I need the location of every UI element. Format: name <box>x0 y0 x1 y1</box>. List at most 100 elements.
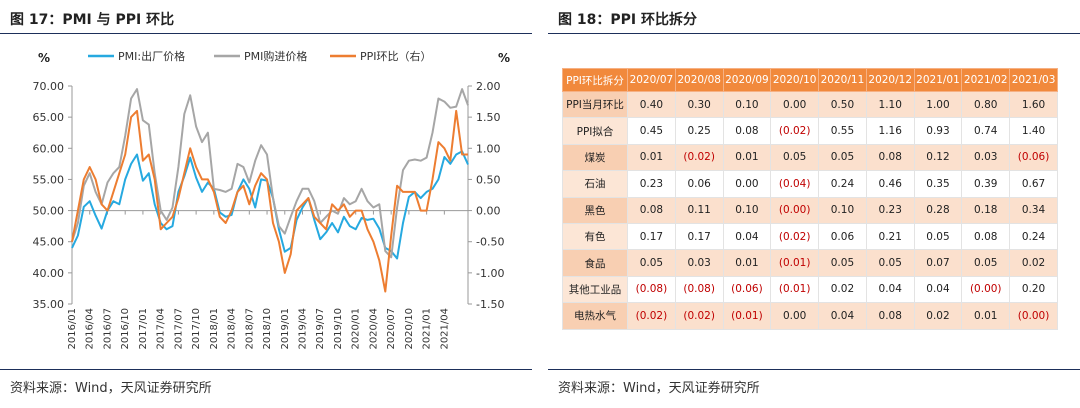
table-cell: 0.02 <box>1009 249 1058 277</box>
row-label: 石油 <box>562 170 628 198</box>
table-cell: 0.05 <box>627 249 676 277</box>
table-cell: 1.10 <box>865 90 915 119</box>
y-tick-label-right: 1.00 <box>476 142 501 155</box>
table-cell: 0.74 <box>961 117 1011 145</box>
table-cell: 1.40 <box>1009 117 1058 145</box>
y-tick-label-right: -1.00 <box>476 267 504 280</box>
x-tick-label: 2018/04 <box>227 308 238 350</box>
y-tick-label-right: -1.50 <box>476 298 504 311</box>
table-header-row: PPI环比拆分 2020/07 2020/08 2020/09 2020/10 2020/… <box>562 68 1058 92</box>
table-cell: (0.01) <box>770 249 820 277</box>
table-cell: (0.06) <box>1009 143 1058 172</box>
table-cell: 0.08 <box>865 302 915 330</box>
table-row: PPI当月环比 0.40 0.30 0.10 0.00 0.50 1.10 1.00 0.80 1… <box>562 90 1058 119</box>
table-cell: 0.05 <box>913 222 963 251</box>
x-tick-label: 2016/01 <box>67 308 78 350</box>
table-cell: 0.30 <box>674 90 724 119</box>
row-label: 煤炭 <box>562 143 628 172</box>
figure-18-title: 图 18：PPI 环比拆分 <box>558 12 697 28</box>
table-header-cell: 2020/11 <box>818 68 867 92</box>
table-row: 有色 0.17 0.17 0.04 (0.02) 0.06 0.21 0.05 0.08 0.24 <box>562 222 1058 251</box>
y-tick-label-right: 0.00 <box>476 205 501 218</box>
table-cell: 0.24 <box>1009 222 1058 251</box>
x-tick-label: 2019/07 <box>315 308 326 350</box>
table-cell: 0.01 <box>627 143 676 172</box>
table-cell: (0.02) <box>770 117 820 145</box>
x-tick-label: 2019/10 <box>333 308 344 350</box>
y-tick-label-left: 50.00 <box>33 205 65 218</box>
table-row: 食品 0.05 0.03 0.01 (0.01) 0.05 0.05 0.07 0.05 0.02 <box>562 249 1058 277</box>
x-tick-label: 2019/01 <box>280 308 291 350</box>
x-tick-label: 2018/10 <box>262 308 273 350</box>
x-tick-label: 2017/01 <box>138 308 149 350</box>
y-tick-label-right: 2.00 <box>476 80 501 93</box>
table-cell: 0.40 <box>627 90 676 119</box>
table-header-cell: 2020/07 <box>627 68 676 92</box>
table-cell: 0.55 <box>818 117 867 145</box>
table-header-cell: 2020/12 <box>865 68 915 92</box>
legend-label: PMI购进价格 <box>244 49 307 63</box>
table-cell: (0.00) <box>961 275 1011 304</box>
table-cell: 0.35 <box>913 170 963 198</box>
table-cell: (0.02) <box>674 302 724 330</box>
table-header-cell: 2021/03 <box>1009 68 1058 92</box>
row-label: PPI当月环比 <box>562 90 628 119</box>
table-cell: 0.24 <box>818 170 867 198</box>
table-cell: 0.28 <box>913 196 963 224</box>
table-cell: 0.67 <box>1009 170 1058 198</box>
y-tick-label-left: 70.00 <box>33 80 65 93</box>
table-cell: (0.02) <box>627 302 676 330</box>
table-row: 其他工业品 (0.08) (0.08) (0.06) (0.01) 0.02 0.04 0.0… <box>562 275 1058 304</box>
y-tick-label-right: 1.50 <box>476 111 501 124</box>
table-cell: 0.46 <box>865 170 915 198</box>
table-cell: (0.02) <box>674 143 724 172</box>
ppi-breakdown-table-wrap: PPI环比拆分 2020/07 2020/08 2020/09 2020/10 2020/… <box>562 68 1058 330</box>
table-cell: 0.05 <box>818 249 867 277</box>
row-label: 其他工业品 <box>562 275 628 304</box>
y-tick-label-right: 0.50 <box>476 173 501 186</box>
title-rule <box>548 33 1080 34</box>
series-line <box>71 88 469 259</box>
y-tick-label-left: 55.00 <box>33 173 65 186</box>
row-label: 有色 <box>562 222 628 251</box>
figure-18-panel: 图 18：PPI 环比拆分 PPI环比拆分 2020/07 2020/08 2020/… <box>548 0 1080 408</box>
y-tick-label-right: -0.50 <box>476 236 504 249</box>
table-cell: 0.50 <box>818 90 867 119</box>
x-tick-label: 2018/01 <box>209 308 220 350</box>
table-cell: 0.04 <box>913 275 963 304</box>
x-tick-label: 2017/07 <box>173 308 184 350</box>
table-cell: 0.05 <box>770 143 820 172</box>
y-tick-label-left: 40.00 <box>33 267 65 280</box>
table-cell: 0.80 <box>961 90 1011 119</box>
table-cell: 0.11 <box>674 196 724 224</box>
table-cell: 0.05 <box>818 143 867 172</box>
table-cell: 0.01 <box>961 302 1011 330</box>
x-tick-label: 2016/04 <box>85 308 96 350</box>
row-label: PPI拟合 <box>562 117 628 145</box>
table-cell: 0.08 <box>722 117 772 145</box>
table-cell: 0.21 <box>865 222 915 251</box>
source-rule <box>548 369 1080 370</box>
table-row: 煤炭 0.01 (0.02) 0.01 0.05 0.05 0.08 0.12 0.03 (0.0… <box>562 143 1058 172</box>
table-cell: 0.23 <box>865 196 915 224</box>
table-header-cell: PPI环比拆分 <box>562 68 628 92</box>
table-cell: 0.10 <box>722 90 772 119</box>
y-tick-label-left: 65.00 <box>33 111 65 124</box>
figure-17-title: 图 17：PMI 与 PPI 环比 <box>10 12 175 28</box>
table-cell: 0.01 <box>722 249 772 277</box>
x-tick-label: 2021/01 <box>422 308 433 350</box>
table-cell: 0.04 <box>722 222 772 251</box>
source-rule <box>0 369 532 370</box>
table-cell: 0.18 <box>961 196 1011 224</box>
table-cell: (0.00) <box>1009 302 1058 330</box>
table-cell: 0.34 <box>1009 196 1058 224</box>
table-cell: 0.10 <box>818 196 867 224</box>
figure-18-source: 资料来源：Wind，天风证券研究所 <box>558 381 760 396</box>
table-row: 电热水气 (0.02) (0.02) (0.01) 0.00 0.04 0.08 0.02 0.… <box>562 302 1058 330</box>
table-cell: 0.04 <box>865 275 915 304</box>
table-cell: (0.08) <box>627 275 676 304</box>
table-cell: 0.06 <box>818 222 867 251</box>
x-tick-label: 2017/04 <box>156 308 167 350</box>
table-header-cell: 2020/10 <box>770 68 820 92</box>
table-cell: 0.08 <box>865 143 915 172</box>
